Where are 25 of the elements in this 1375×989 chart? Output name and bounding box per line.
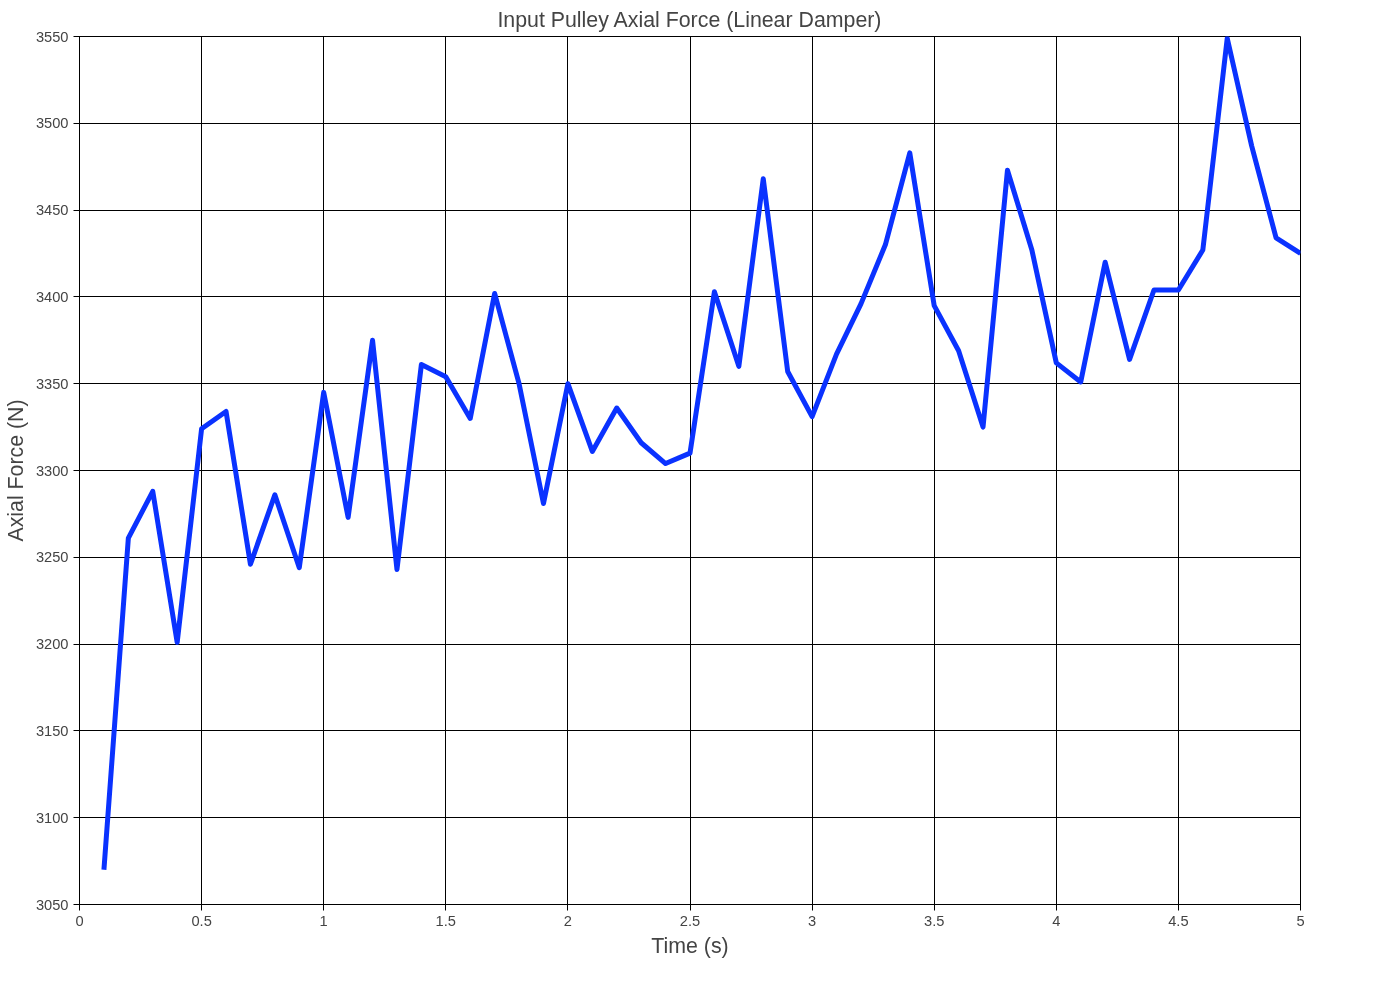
x-tick-label: 3	[808, 912, 817, 929]
y-tick-label: 3100	[35, 809, 69, 826]
y-axis-title: Axial Force (N)	[3, 399, 28, 542]
x-tick-label: 1	[319, 912, 328, 929]
y-tick-label: 3450	[35, 202, 69, 219]
x-axis-title: Time (s)	[651, 933, 729, 958]
y-tick-label: 3250	[35, 549, 69, 566]
y-tick-label: 3350	[35, 375, 69, 392]
x-tick-label: 4.5	[1168, 912, 1189, 929]
y-tick-label: 3050	[35, 896, 69, 913]
y-tick-label: 3150	[35, 722, 69, 739]
x-tick-label: 5	[1296, 912, 1305, 929]
x-tick-label: 4	[1052, 912, 1061, 929]
y-tick-label: 3200	[35, 636, 69, 653]
y-tick-label: 3400	[35, 288, 69, 305]
chart-title: Input Pulley Axial Force (Linear Damper)	[497, 7, 882, 32]
x-tick-label: 0.5	[191, 912, 212, 929]
x-tick-label: 1.5	[435, 912, 456, 929]
x-tick-label: 2	[563, 912, 572, 929]
x-tick-label: 0	[75, 912, 84, 929]
y-tick-label: 3500	[35, 115, 69, 132]
y-tick-label: 3300	[35, 462, 69, 479]
x-tick-label: 2.5	[679, 912, 701, 929]
y-tick-label: 3550	[35, 28, 69, 45]
x-tick-label: 3.5	[924, 912, 945, 929]
